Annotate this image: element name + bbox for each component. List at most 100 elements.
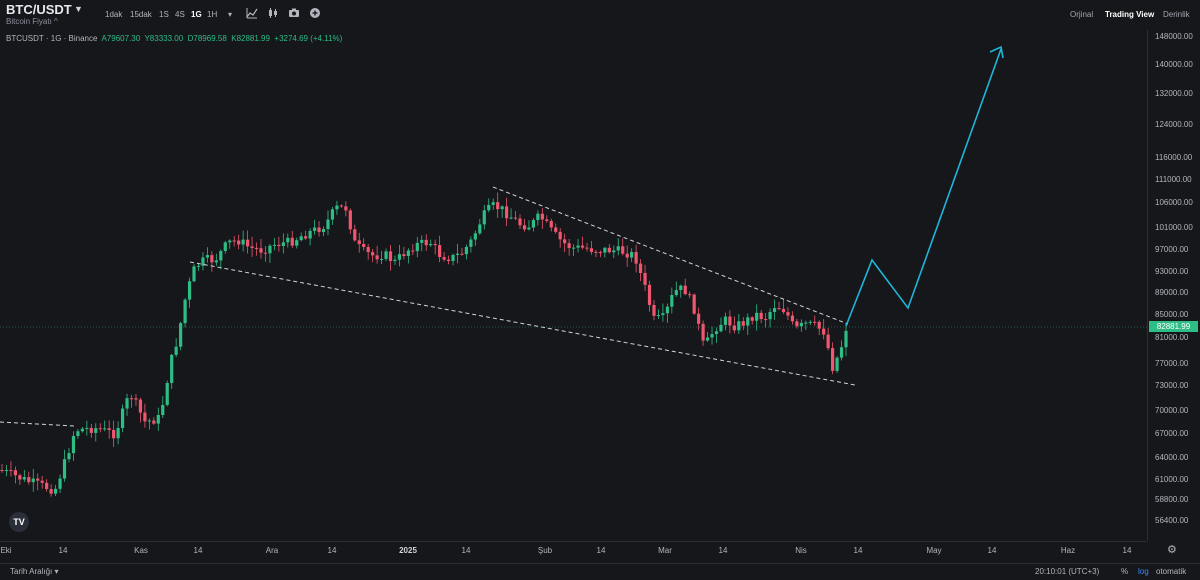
time-tick-label: 14: [58, 546, 68, 555]
candle-body: [554, 227, 558, 232]
candle-body: [250, 246, 254, 248]
candle-body: [630, 251, 634, 258]
candle-body: [661, 313, 665, 316]
candle-body: [482, 210, 486, 225]
interval-1g[interactable]: 1G: [191, 10, 202, 19]
log-toggle[interactable]: log: [1138, 567, 1149, 576]
candle-body: [53, 488, 58, 494]
candle-body: [353, 229, 357, 241]
candle-body: [652, 304, 656, 316]
candle-body: [98, 428, 102, 430]
candle-body: [18, 475, 22, 480]
candle-body: [62, 459, 67, 479]
add-icon[interactable]: [308, 6, 322, 20]
candle-body: [406, 250, 410, 256]
candle-body: [420, 239, 424, 243]
candle-body: [768, 312, 772, 320]
candle-body: [473, 233, 477, 240]
candle-body: [634, 251, 638, 264]
candle-body: [844, 330, 848, 348]
candle-body: [0, 470, 4, 471]
candle-body: [656, 315, 661, 317]
view-depth-button[interactable]: Derinlik: [1163, 10, 1190, 19]
candle-body: [469, 239, 473, 247]
bottom-bar: Tarih Aralığı ▾ 20:10:01 (UTC+3) % log o…: [0, 563, 1200, 580]
candle-body: [375, 255, 379, 260]
interval-1dak[interactable]: 1dak: [105, 10, 123, 19]
candle-body: [384, 251, 388, 259]
candle-body: [772, 308, 777, 313]
candle-body: [741, 321, 745, 326]
candle-body: [585, 247, 589, 249]
candle-body: [697, 313, 701, 324]
projection-path: [845, 48, 1002, 327]
candle-body: [241, 239, 245, 245]
candle-body: [371, 252, 375, 256]
candle-body: [232, 240, 236, 242]
symbol-subtitle: Bitcoin Fiyatı ^: [6, 17, 58, 26]
symbol-title[interactable]: BTC/USDT: [6, 2, 72, 17]
time-tick-label: 14: [461, 546, 471, 555]
legend-open: A79607.30: [101, 34, 141, 43]
interval-1s[interactable]: 1S: [159, 10, 169, 19]
candle-body: [786, 312, 790, 316]
candle-body: [567, 243, 571, 248]
candle-body: [518, 218, 522, 226]
candle-body: [27, 477, 31, 483]
candle-body: [330, 209, 335, 220]
time-tick-label: Haz: [1060, 546, 1076, 555]
candle-body: [120, 408, 125, 428]
candle-body: [107, 428, 111, 430]
candle-body: [36, 478, 40, 481]
candle-body: [612, 250, 616, 253]
chart-canvas[interactable]: BTCUSDT · 1G · Binance A79607.30 Y83333.…: [0, 30, 1147, 541]
candle-body: [692, 294, 696, 314]
candle-body: [397, 254, 402, 260]
interval-15dak[interactable]: 15dak: [130, 10, 152, 19]
candle-body: [781, 308, 786, 313]
candle-body: [576, 245, 580, 248]
candle-body: [607, 247, 611, 253]
view-original-button[interactable]: Orjinal: [1070, 10, 1094, 19]
time-axis[interactable]: Eki 14 Kas 14 Ara 14 2025 14 Şub 14 Mar 14 Nis 14 May 1…: [0, 541, 1147, 564]
candle-body: [531, 220, 536, 228]
camera-icon[interactable]: [287, 6, 301, 20]
candle-body: [424, 239, 428, 246]
candle-body: [558, 231, 562, 240]
price-axis[interactable]: 148000.00 140000.00 132000.00 124000.00 1160…: [1147, 30, 1200, 541]
interval-1h[interactable]: 1H: [207, 10, 218, 19]
candle-body: [254, 247, 259, 249]
interval-4s[interactable]: 4S: [175, 10, 185, 19]
candle-body: [165, 382, 169, 405]
settings-gear-icon[interactable]: ⚙: [1167, 544, 1177, 556]
symbol-dropdown-icon[interactable]: ▼: [74, 4, 83, 14]
date-range-button[interactable]: Tarih Aralığı ▾: [10, 567, 59, 576]
trendline-upper: [492, 186, 849, 325]
candle-body: [817, 321, 821, 329]
candle-body: [759, 312, 763, 320]
price-tick-label: 56400.00: [1155, 516, 1189, 525]
candle-body: [326, 219, 330, 230]
candle-body: [496, 202, 500, 210]
candle-body: [339, 205, 343, 207]
candle-body: [94, 428, 98, 433]
candle-body: [112, 429, 116, 439]
indicators-icon[interactable]: [245, 6, 259, 20]
percent-toggle[interactable]: %: [1121, 567, 1129, 576]
candle-body: [625, 253, 629, 258]
candle-body: [22, 477, 26, 480]
legend-high: Y83333.00: [144, 34, 184, 43]
interval-more-icon[interactable]: ▾: [228, 10, 233, 19]
time-tick-label: May: [926, 546, 942, 555]
candle-body: [580, 245, 585, 248]
candle-body: [116, 427, 120, 439]
time-tick-label: Mar: [658, 546, 672, 555]
view-tradingview-button[interactable]: Trading View: [1105, 10, 1155, 19]
candle-body: [152, 420, 156, 424]
candle-body: [299, 236, 303, 241]
candle-body: [674, 290, 678, 296]
candle-body: [764, 319, 768, 321]
auto-toggle[interactable]: otomatik: [1156, 567, 1187, 576]
candle-style-icon[interactable]: [266, 6, 280, 20]
candle-body: [621, 246, 625, 254]
